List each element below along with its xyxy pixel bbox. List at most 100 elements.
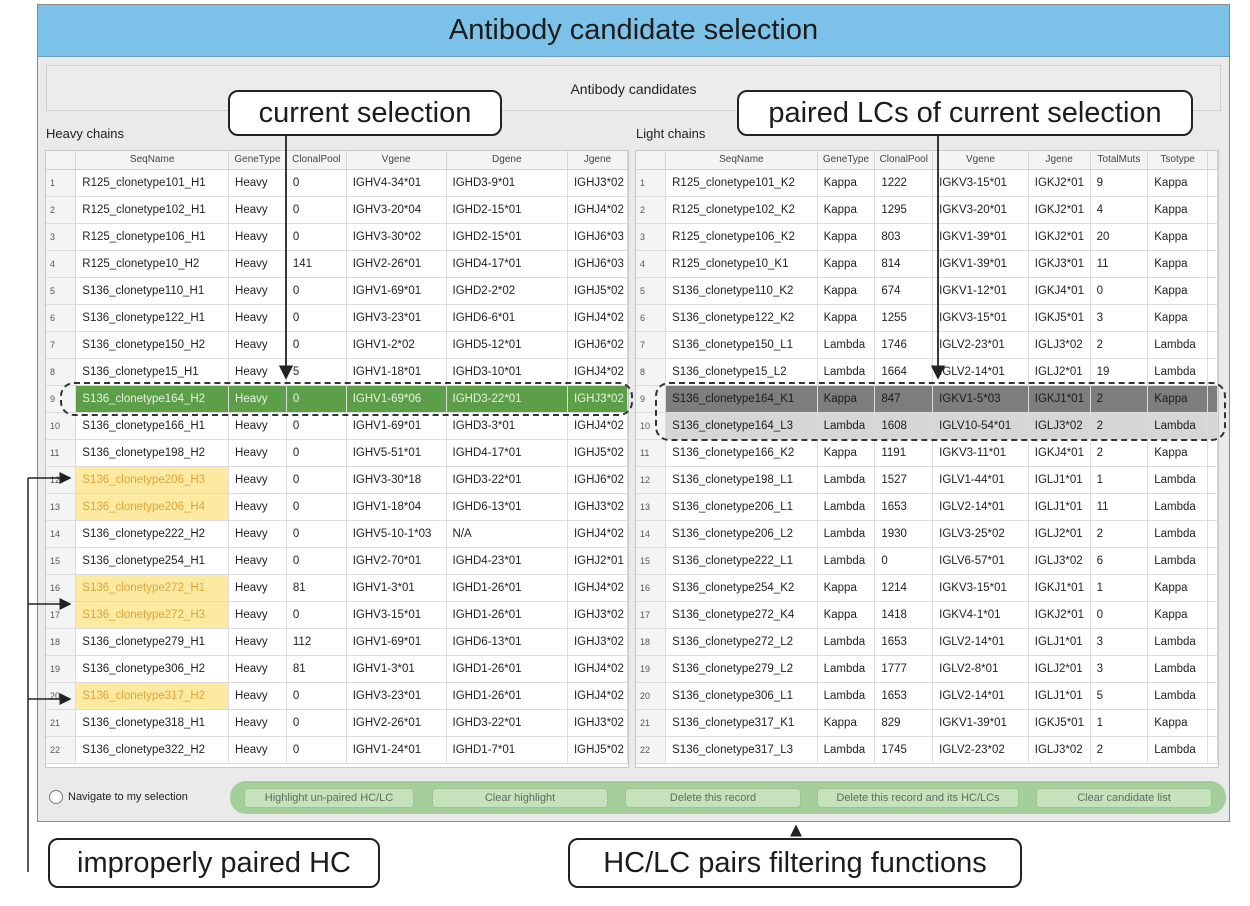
table-row[interactable]: 14 S136_clonetype206_L2 Lambda 1930 IGLV3-25… <box>636 520 1218 548</box>
table-row[interactable]: 6 S136_clonetype122_K2 Kappa 1255 IGKV3-15*0… <box>636 304 1218 332</box>
table-cell: IGLV3-25*02 <box>932 520 1029 548</box>
table-row[interactable]: 1 R125_clonetype101_K2 Kappa 1222 IGKV3-15*0… <box>636 169 1218 197</box>
table-row[interactable]: 21 S136_clonetype318_H1 Heavy 0 IGHV2-26*01 I… <box>46 709 628 737</box>
row-index: 15 <box>46 547 77 575</box>
table-cell: IGHJ4*02 <box>567 304 628 332</box>
table-cell: IGKV3-20*01 <box>932 196 1029 224</box>
table-cell: Kappa <box>817 169 876 197</box>
table-cell: Lambda <box>1147 736 1208 764</box>
table-row[interactable]: 7 S136_clonetype150_H2 Heavy 0 IGHV1-2*02 IGH… <box>46 331 628 359</box>
table-row[interactable]: 12 S136_clonetype198_L1 Lambda 1527 IGLV1-44… <box>636 466 1218 494</box>
table-row[interactable]: 4 R125_clonetype10_K1 Kappa 814 IGKV1-39*01 I… <box>636 250 1218 278</box>
table-row[interactable]: 18 S136_clonetype272_L2 Lambda 1653 IGLV2-14… <box>636 628 1218 656</box>
table-row[interactable]: 20 S136_clonetype317_H2 Heavy 0 IGHV3-23*01 I… <box>46 682 628 710</box>
table-row[interactable]: 15 S136_clonetype222_L1 Lambda 0 IGLV6-57*01… <box>636 547 1218 575</box>
table-row[interactable]: 6 S136_clonetype122_H1 Heavy 0 IGHV3-23*01 IG… <box>46 304 628 332</box>
table-row[interactable]: 19 S136_clonetype279_L2 Lambda 1777 IGLV2-8*… <box>636 655 1218 683</box>
table-cell: S136_clonetype272_L2 <box>665 628 818 656</box>
table-row[interactable]: 10 S136_clonetype164_L3 Lambda 1608 IGLV10-5… <box>636 412 1218 440</box>
table-row[interactable]: 13 S136_clonetype206_L1 Lambda 1653 IGLV2-14… <box>636 493 1218 521</box>
table-row[interactable]: 15 S136_clonetype254_H1 Heavy 0 IGHV2-70*01 I… <box>46 547 628 575</box>
table-cell: S136_clonetype166_K2 <box>665 439 818 467</box>
table-cell: S136_clonetype206_L2 <box>665 520 818 548</box>
table-cell: Lambda <box>817 655 876 683</box>
table-row[interactable]: 11 S136_clonetype166_K2 Kappa 1191 IGKV3-11*… <box>636 439 1218 467</box>
table-cell: 0 <box>286 304 347 332</box>
table-cell: Lambda <box>817 628 876 656</box>
table-cell: IGHV3-23*01 <box>346 304 447 332</box>
table-row[interactable]: 22 S136_clonetype317_L3 Lambda 1745 IGLV2-23… <box>636 736 1218 764</box>
table-cell: 0 <box>286 520 347 548</box>
delete-record-button[interactable]: Delete this record <box>625 788 801 808</box>
table-cell: Lambda <box>817 493 876 521</box>
table-cell: 0 <box>286 385 347 413</box>
delete-record-and-pairs-button[interactable]: Delete this record and its HC/LCs <box>817 788 1019 808</box>
row-index: 22 <box>636 736 667 764</box>
table-row[interactable]: 10 S136_clonetype166_H1 Heavy 0 IGHV1-69*01 I… <box>46 412 628 440</box>
table-row[interactable]: 5 S136_clonetype110_K2 Kappa 674 IGKV1-12*01… <box>636 277 1218 305</box>
navigate-radio[interactable] <box>49 790 63 804</box>
table-cell: IGHV1-18*01 <box>346 358 447 386</box>
table-row[interactable]: 17 S136_clonetype272_K4 Kappa 1418 IGKV4-1*0… <box>636 601 1218 629</box>
clear-candidate-list-button[interactable]: Clear candidate list <box>1036 788 1212 808</box>
table-row[interactable]: 3 R125_clonetype106_K2 Kappa 803 IGKV1-39*01… <box>636 223 1218 251</box>
table-row[interactable]: 4 R125_clonetype10_H2 Heavy 141 IGHV2-26*01 I… <box>46 250 628 278</box>
clear-highlight-button[interactable]: Clear highlight <box>432 788 608 808</box>
table-cell: 1191 <box>874 439 934 467</box>
table-row[interactable]: 18 S136_clonetype279_H1 Heavy 112 IGHV1-69*0… <box>46 628 628 656</box>
table-cell: Kappa <box>1147 439 1208 467</box>
table-row[interactable]: 9 S136_clonetype164_K1 Kappa 847 IGKV1-5*03 I… <box>636 385 1218 413</box>
table-cell: IGHD2-15*01 <box>446 196 568 224</box>
heavy-chains-table-container[interactable]: SeqName GeneType ClonalPool Vgene Dgene Jgene… <box>45 150 629 768</box>
table-cell: IGHV3-15*01 <box>346 601 447 629</box>
table-cell: IGHJ5*02 <box>567 736 628 764</box>
table-row[interactable]: 9 S136_clonetype164_H2 Heavy 0 IGHV1-69*06 IG… <box>46 385 628 413</box>
table-cell: IGHD6-13*01 <box>446 493 568 521</box>
table-row[interactable]: 14 S136_clonetype222_H2 Heavy 0 IGHV5-10-1*0… <box>46 520 628 548</box>
table-cell: IGKV1-5*03 <box>932 385 1029 413</box>
table-row[interactable]: 13 S136_clonetype206_H4 Heavy 0 IGHV1-18*04 I… <box>46 493 628 521</box>
table-cell: 1 <box>1090 709 1149 737</box>
table-cell: S136_clonetype279_L2 <box>665 655 818 683</box>
table-row[interactable]: 5 S136_clonetype110_H1 Heavy 0 IGHV1-69*01 IG… <box>46 277 628 305</box>
row-index: 5 <box>636 277 667 305</box>
table-row[interactable]: 19 S136_clonetype306_H2 Heavy 81 IGHV1-3*01 I… <box>46 655 628 683</box>
light-chains-table[interactable]: SeqName GeneType ClonalPool Vgene Jgene Total… <box>636 151 1218 764</box>
table-row[interactable]: 11 S136_clonetype198_H2 Heavy 0 IGHV5-51*01 I… <box>46 439 628 467</box>
highlight-unpaired-button[interactable]: Highlight un-paired HC/LC <box>244 788 414 808</box>
table-row[interactable]: 1 R125_clonetype101_H1 Heavy 0 IGHV4-34*01 IG… <box>46 169 628 197</box>
table-cell: 0 <box>286 169 347 197</box>
table-cell: Kappa <box>817 223 876 251</box>
table-cell: 2 <box>1090 331 1149 359</box>
row-index: 2 <box>636 196 667 224</box>
table-row[interactable]: 2 R125_clonetype102_K2 Kappa 1295 IGKV3-20*0… <box>636 196 1218 224</box>
overflow-cell <box>1207 493 1218 521</box>
light-chains-title: Light chains <box>636 126 706 141</box>
light-chains-table-container[interactable]: SeqName GeneType ClonalPool Vgene Jgene Total… <box>635 150 1219 768</box>
table-row[interactable]: 16 S136_clonetype254_K2 Kappa 1214 IGKV3-15*… <box>636 574 1218 602</box>
table-cell: IGHD4-23*01 <box>446 547 568 575</box>
table-row[interactable]: 16 S136_clonetype272_H1 Heavy 81 IGHV1-3*01 I… <box>46 574 628 602</box>
table-row[interactable]: 12 S136_clonetype206_H3 Heavy 0 IGHV3-30*18 I… <box>46 466 628 494</box>
table-cell: S136_clonetype110_H1 <box>75 277 230 305</box>
table-cell: 1664 <box>874 358 934 386</box>
row-index: 12 <box>636 466 667 494</box>
heavy-chains-table[interactable]: SeqName GeneType ClonalPool Vgene Dgene Jgene… <box>46 151 628 764</box>
table-row[interactable]: 20 S136_clonetype306_L1 Lambda 1653 IGLV2-14… <box>636 682 1218 710</box>
table-row[interactable]: 22 S136_clonetype322_H2 Heavy 0 IGHV1-24*01 I… <box>46 736 628 764</box>
table-row[interactable]: 21 S136_clonetype317_K1 Kappa 829 IGKV1-39*0… <box>636 709 1218 737</box>
table-row[interactable]: 3 R125_clonetype106_H1 Heavy 0 IGHV3-30*02 IG… <box>46 223 628 251</box>
table-cell: Lambda <box>817 682 876 710</box>
table-cell: 0 <box>874 547 934 575</box>
table-row[interactable]: 7 S136_clonetype150_L1 Lambda 1746 IGLV2-23*… <box>636 331 1218 359</box>
table-row[interactable]: 8 S136_clonetype15_H1 Heavy 5 IGHV1-18*01 IGH… <box>46 358 628 386</box>
table-row[interactable]: 8 S136_clonetype15_L2 Lambda 1664 IGLV2-14*0… <box>636 358 1218 386</box>
table-row[interactable]: 2 R125_clonetype102_H1 Heavy 0 IGHV3-20*04 IG… <box>46 196 628 224</box>
table-cell: IGKV3-15*01 <box>932 574 1029 602</box>
row-index-header <box>636 151 667 170</box>
row-index: 21 <box>636 709 667 737</box>
table-cell: Lambda <box>1147 412 1208 440</box>
table-row[interactable]: 17 S136_clonetype272_H3 Heavy 0 IGHV3-15*01 I… <box>46 601 628 629</box>
row-index: 6 <box>46 304 77 332</box>
table-cell: Lambda <box>817 358 876 386</box>
